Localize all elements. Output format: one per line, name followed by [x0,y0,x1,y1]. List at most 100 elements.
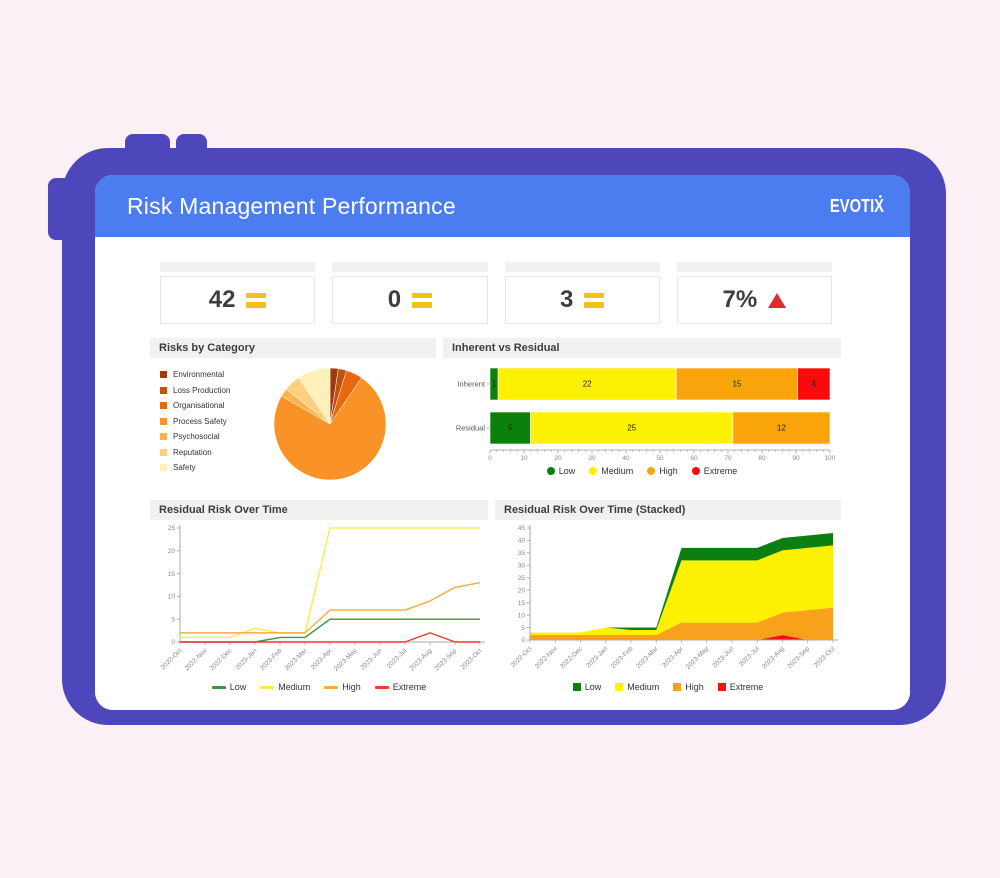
legend-swatch [589,467,598,475]
legend-label: Extreme [729,682,764,692]
pie-legend-item-environmental: Environmental [160,370,230,379]
legend-swatch [615,683,624,691]
svg-text:2023-Oct: 2023-Oct [460,647,484,671]
svg-text:4: 4 [812,380,817,389]
pie-chart[interactable] [150,358,436,490]
svg-text:2023-May: 2023-May [685,645,711,671]
area-band-low[interactable] [530,532,833,633]
legend-item-low: Low [572,682,602,692]
svg-text:40: 40 [622,455,630,460]
svg-text:15: 15 [518,600,526,607]
svg-text:12: 12 [777,424,786,433]
kpi-box: 42 [160,276,316,324]
svg-text:2022-Dec: 2022-Dec [209,647,234,672]
bar-segment-residual-medium[interactable] [530,411,734,445]
legend-swatch [374,685,389,689]
legend-label: Extreme [392,682,427,692]
area-band-medium[interactable] [530,545,833,636]
legend-label: Low [229,682,247,692]
area-band-high[interactable] [530,607,833,640]
legend-label: Low [558,466,576,476]
legend-label: High [342,682,361,692]
panel-title: Residual Risk Over Time [150,500,488,520]
line-series-high[interactable] [180,582,481,634]
pie-slice-process-safety[interactable] [273,377,387,481]
kpi-box: 3 [504,276,660,324]
svg-text:30: 30 [588,455,596,460]
legend-item-extreme: Extreme [691,466,737,476]
legend-label: Psychosocial [173,432,220,441]
residual-risk-line-chart-area: 0 5 10 15 20 25 2022-Oct 2022-Nov 2022-Dec 2023-J… [150,520,488,698]
legend-item-high: High [647,466,678,476]
svg-text:2023-Oct: 2023-Oct [813,645,837,669]
stacked-bar-chart[interactable]: 1 22 15 4 Inherent 5 25 12 Residual 0 10 20 30 40 50 60… [443,358,841,460]
kpi-header-strip [332,262,488,272]
panel-title: Risks by Category [150,338,436,358]
kpi-box: 7% [676,276,832,324]
svg-text:0: 0 [488,455,492,460]
legend-label: High [659,466,678,476]
pie-legend-item-psychosocial: Psychosocial [160,432,230,441]
svg-text:2023-Apr: 2023-Apr [310,647,334,671]
svg-text:15: 15 [168,571,176,578]
legend-swatch [324,685,339,689]
legend-item-high: High [673,682,704,692]
bar-chart-legend: Low Medium High Extreme [443,460,841,482]
svg-text:35: 35 [518,550,526,557]
legend-swatch [160,417,167,425]
svg-text:70: 70 [724,455,732,460]
panel-residual-risk-stacked: Residual Risk Over Time (Stacked) 0 5 10 15… [495,500,841,700]
svg-text:2023-Feb: 2023-Feb [259,647,284,672]
triangle-up-icon [768,292,787,308]
svg-text:25: 25 [627,424,636,433]
line-series-extreme[interactable] [180,632,480,643]
panel-risks-by-category: Risks by Category Environmental Loss Prod… [150,338,436,490]
legend-label: High [685,682,704,692]
legend-item-medium: Medium [260,682,310,692]
svg-text:25: 25 [168,525,176,532]
kpi-header-strip [160,262,316,272]
svg-text:2023-Aug: 2023-Aug [409,647,434,672]
svg-text:2022-Oct: 2022-Oct [160,647,184,671]
line-series-medium[interactable] [180,527,480,639]
legend-swatch [160,433,167,440]
inherent-vs-residual-chart-area: 1 22 15 4 Inherent 5 25 12 Residual 0 10 20 30 40 50 60… [443,358,841,482]
svg-text:2022-Oct: 2022-Oct [510,645,534,669]
app-header: Risk Management Performance EVOTIX [95,175,910,237]
svg-text:Residual: Residual [456,424,486,433]
kpi-header-strip [676,262,832,272]
svg-text:2023-Jul: 2023-Jul [738,645,761,668]
legend-label: Loss Production [173,385,231,395]
svg-text:2023-Sep: 2023-Sep [786,645,811,670]
area-chart-legend: Low Medium High Extreme [495,676,841,698]
svg-text:80: 80 [758,455,766,460]
svg-text:0: 0 [171,639,175,646]
line-series-low[interactable] [180,618,480,643]
panel-title: Inherent vs Residual [443,338,841,358]
dashboard-card: Risk Management Performance EVOTIX 42 [95,175,910,710]
kpi-card-third: 3 [504,262,660,324]
svg-text:50: 50 [656,455,664,460]
kpi-value: 7% [722,286,758,313]
residual-risk-stacked-chart-area: 0 5 10 15 20 25 30 35 40 45 2022-Oct 2022-Nov 2022-D… [495,520,841,698]
bar-segment-inherent-high[interactable] [675,367,798,401]
pie-legend-item-loss-production: Loss Production [160,386,230,395]
kpi-card-second: 0 [332,262,488,324]
bar-segment-inherent-medium[interactable] [497,367,677,401]
pie-slice-safety[interactable] [298,367,331,425]
bar-segment-inherent-extreme[interactable] [797,367,831,401]
page-title: Risk Management Performance [127,192,456,219]
stacked-area-chart[interactable]: 0 5 10 15 20 25 30 35 40 45 2022-Oct 2022-Nov 2022-D… [495,520,841,676]
legend-swatch [717,683,726,691]
legend-swatch [572,683,581,691]
bar-segment-residual-low[interactable] [489,411,531,445]
bar-segment-residual-high[interactable] [732,411,831,445]
pie-legend-item-safety: Safety [160,463,230,472]
svg-text:10: 10 [168,594,176,601]
legend-label: Low [584,682,602,692]
svg-text:2023-Sep: 2023-Sep [434,647,459,672]
svg-text:2023-Jan: 2023-Jan [234,647,258,671]
legend-label: Medium [601,466,634,476]
pie-legend-item-reputation: Reputation [160,448,230,457]
